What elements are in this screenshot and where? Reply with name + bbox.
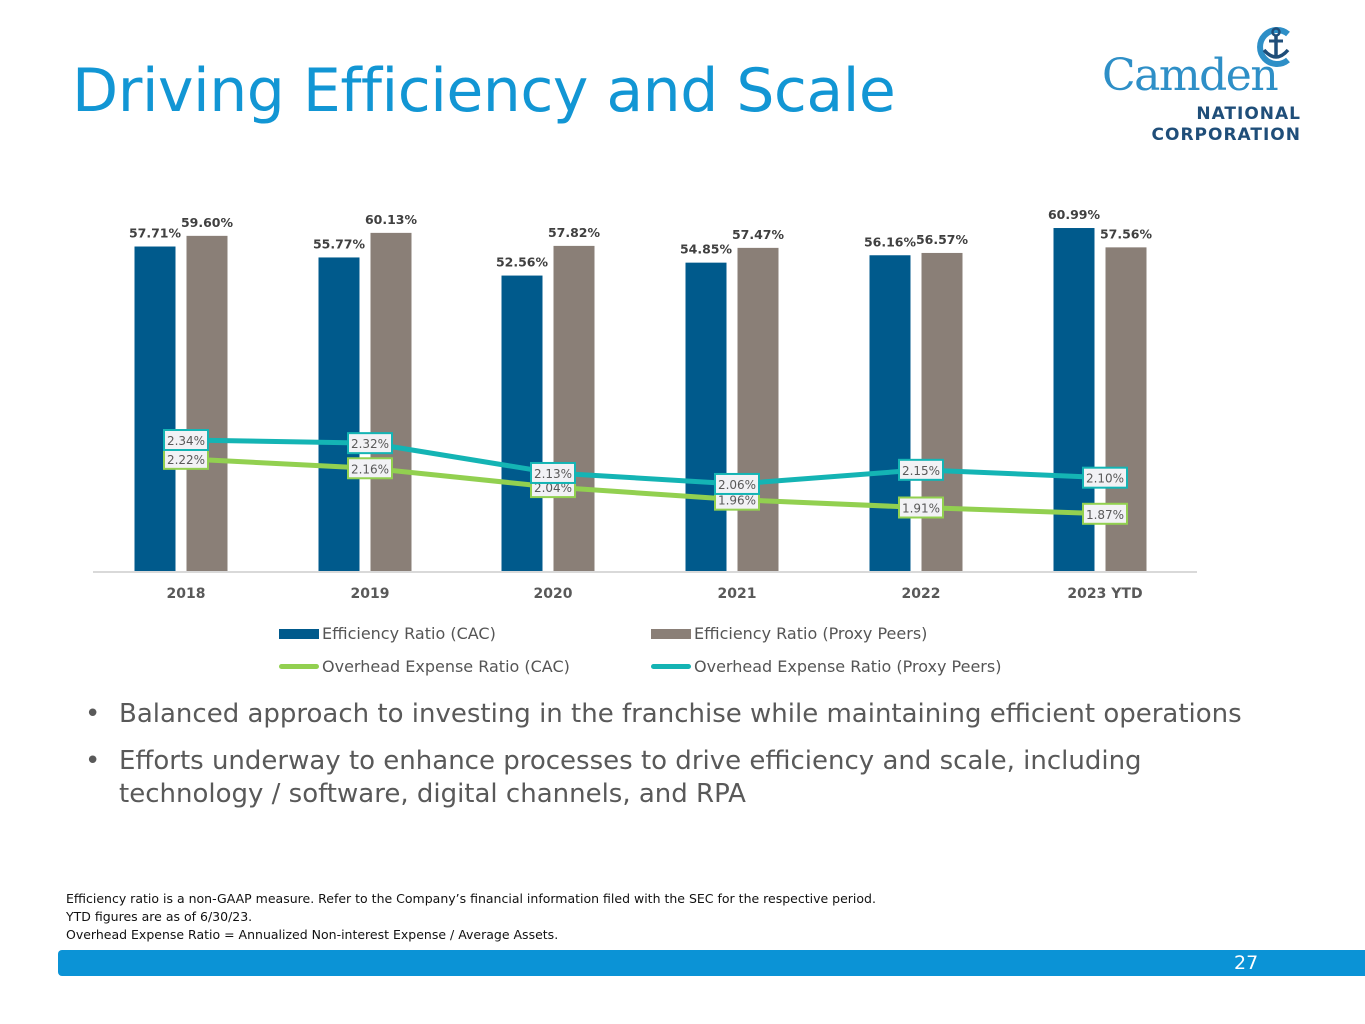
- line-data-label-box: [714, 472, 760, 495]
- legend-item-cac-efficiency: Efficiency Ratio (CAC): [279, 624, 496, 643]
- bar-cac: [134, 246, 176, 572]
- line-data-label-box: [1082, 502, 1128, 525]
- line-data-label: 1.91%: [902, 502, 940, 516]
- bar-value-label: 52.56%: [496, 255, 549, 270]
- bar-value-label: 57.56%: [1100, 226, 1153, 241]
- bar-peers: [370, 232, 412, 572]
- company-logo: Camden NATIONAL CORPORATION: [1100, 22, 1305, 147]
- line-data-label: 2.32%: [351, 437, 389, 451]
- line-data-label: 2.06%: [718, 478, 756, 492]
- bullet-item: • Efforts underway to enhance processes …: [85, 745, 1285, 811]
- bar-cac: [685, 262, 727, 572]
- line-data-label-box: [898, 458, 944, 481]
- page-number: 27: [1234, 952, 1259, 974]
- legend-swatch: [279, 664, 319, 669]
- legend-swatch: [279, 628, 319, 639]
- footer-bar: [58, 950, 1365, 976]
- bar-cac: [318, 257, 360, 572]
- footnotes: Efficiency ratio is a non-GAAP measure. …: [66, 890, 876, 944]
- x-tick-label: 2020: [534, 586, 573, 602]
- anchor-icon: [1257, 27, 1290, 67]
- legend-label: Overhead Expense Ratio (Proxy Peers): [694, 657, 1002, 676]
- bar-value-label: 55.77%: [313, 236, 366, 251]
- bullet-text: Efforts underway to enhance processes to…: [119, 746, 1142, 809]
- legend-item-cac-overhead: Overhead Expense Ratio (CAC): [279, 657, 570, 676]
- bar-peers: [553, 245, 595, 572]
- line-peers-overhead: [185, 437, 1106, 487]
- bar-value-label: 57.71%: [129, 226, 182, 241]
- line-data-label-box: [347, 432, 393, 455]
- bar-peers: [737, 247, 779, 572]
- legend-swatch: [651, 628, 691, 639]
- line-data-label: 2.13%: [534, 467, 572, 481]
- legend-item-peer-efficiency: Efficiency Ratio (Proxy Peers): [651, 624, 927, 643]
- line-data-label: 2.16%: [351, 462, 389, 476]
- efficiency-chart: 57.71% 55.77% 52.56% 54.85% 56.16% 60.99% 59.6…: [93, 207, 1197, 602]
- bar-value-label: 56.16%: [864, 234, 917, 249]
- bar-value-label: 59.60%: [181, 215, 234, 230]
- bar-cac: [501, 275, 543, 572]
- bullet-text: Balanced approach to investing in the fr…: [119, 699, 1242, 729]
- bar-cac: [869, 255, 911, 572]
- x-tick-label: 2019: [351, 586, 390, 602]
- line-data-label: 1.96%: [718, 494, 756, 508]
- logo-line-national: NATIONAL: [1196, 104, 1301, 124]
- footnote: Overhead Expense Ratio = Annualized Non-…: [66, 927, 559, 942]
- x-tick-label: 2022: [902, 586, 941, 602]
- legend-item-peer-overhead: Overhead Expense Ratio (Proxy Peers): [651, 657, 1001, 676]
- x-tick-label: 2023 YTD: [1067, 586, 1142, 602]
- bar-value-label: 60.99%: [1048, 207, 1101, 222]
- line-cac-overhead: [185, 456, 1106, 517]
- bar-value-label: 57.47%: [732, 227, 785, 242]
- bullet-icon: •: [85, 746, 101, 776]
- line-data-label-box: [163, 429, 209, 451]
- bullet-item: • Balanced approach to investing in the …: [85, 698, 1285, 731]
- x-tick-label: 2021: [718, 586, 757, 602]
- line-data-label-box: [1082, 466, 1128, 489]
- legend-label: Efficiency Ratio (CAC): [322, 624, 496, 643]
- bar-value-label: 60.13%: [365, 212, 418, 227]
- line-data-label: 2.34%: [167, 434, 205, 448]
- line-data-label-box: [898, 496, 944, 519]
- legend-swatch: [651, 664, 691, 669]
- bar-value-label: 54.85%: [680, 242, 733, 257]
- footnote: YTD figures are as of 6/30/23.: [66, 909, 253, 924]
- line-data-label: 1.87%: [1086, 508, 1124, 522]
- x-tick-label: 2018: [167, 586, 206, 602]
- logo-wordmark: Camden: [1102, 50, 1279, 101]
- bullet-icon: •: [85, 699, 101, 729]
- line-data-label: 2.10%: [1086, 472, 1124, 486]
- line-data-label: 2.15%: [902, 464, 940, 478]
- page-title: Driving Efficiency and Scale: [72, 56, 896, 126]
- line-data-label: 2.22%: [167, 453, 205, 467]
- logo-line-corporation: CORPORATION: [1151, 125, 1301, 145]
- bullet-list: • Balanced approach to investing in the …: [85, 698, 1285, 825]
- line-data-label: 2.04%: [534, 481, 572, 495]
- line-data-label-box: [347, 457, 393, 480]
- bar-value-label: 56.57%: [916, 232, 969, 247]
- footnote: Efficiency ratio is a non-GAAP measure. …: [66, 891, 876, 906]
- line-data-label-box: [530, 461, 576, 484]
- bar-value-label: 57.82%: [548, 225, 601, 240]
- legend-label: Efficiency Ratio (Proxy Peers): [694, 624, 928, 643]
- legend-label: Overhead Expense Ratio (CAC): [322, 657, 570, 676]
- bar-peers: [921, 252, 963, 573]
- bar-peers: [186, 235, 228, 572]
